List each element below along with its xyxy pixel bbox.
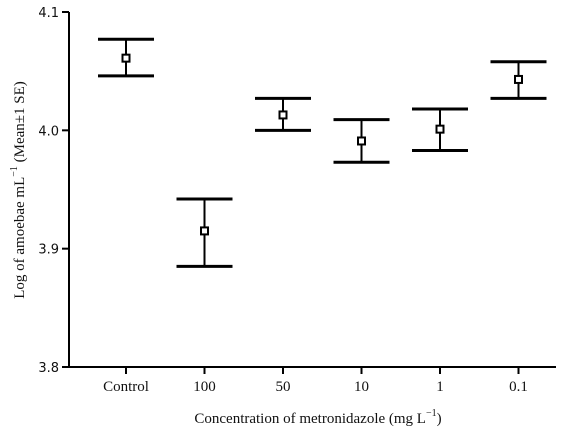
x-tick-label: 10 xyxy=(354,379,369,395)
x-tick-label: 0.1 xyxy=(509,379,528,395)
mean-point xyxy=(514,74,523,84)
y-tick-label: 4.0 xyxy=(38,124,59,139)
x-tick-label: 100 xyxy=(193,379,216,395)
mean-point xyxy=(121,53,131,63)
mean-point xyxy=(357,136,366,146)
y-axis-title: Log of amoebae mL−1 (Mean±1 SE) xyxy=(9,81,28,299)
axes-layer xyxy=(68,12,556,368)
mean-point xyxy=(278,110,288,120)
x-tick-label: Control xyxy=(103,379,149,395)
x-tick-label: 1 xyxy=(436,379,444,395)
marks-layer xyxy=(98,37,547,268)
mean-point xyxy=(435,124,445,134)
x-axis-title: Concentration of metronidazole (mg L−1) xyxy=(194,408,441,427)
y-tick-label: 4.1 xyxy=(38,6,59,21)
ticks-layer: 3.8 3.9 4.0 4.1 Control 100 50 10 1 0.1 xyxy=(38,6,528,395)
y-tick-label: 3.8 xyxy=(38,361,59,376)
mean-point xyxy=(200,226,209,236)
y-tick-label: 3.9 xyxy=(38,243,59,258)
x-tick-label: 50 xyxy=(276,379,291,395)
